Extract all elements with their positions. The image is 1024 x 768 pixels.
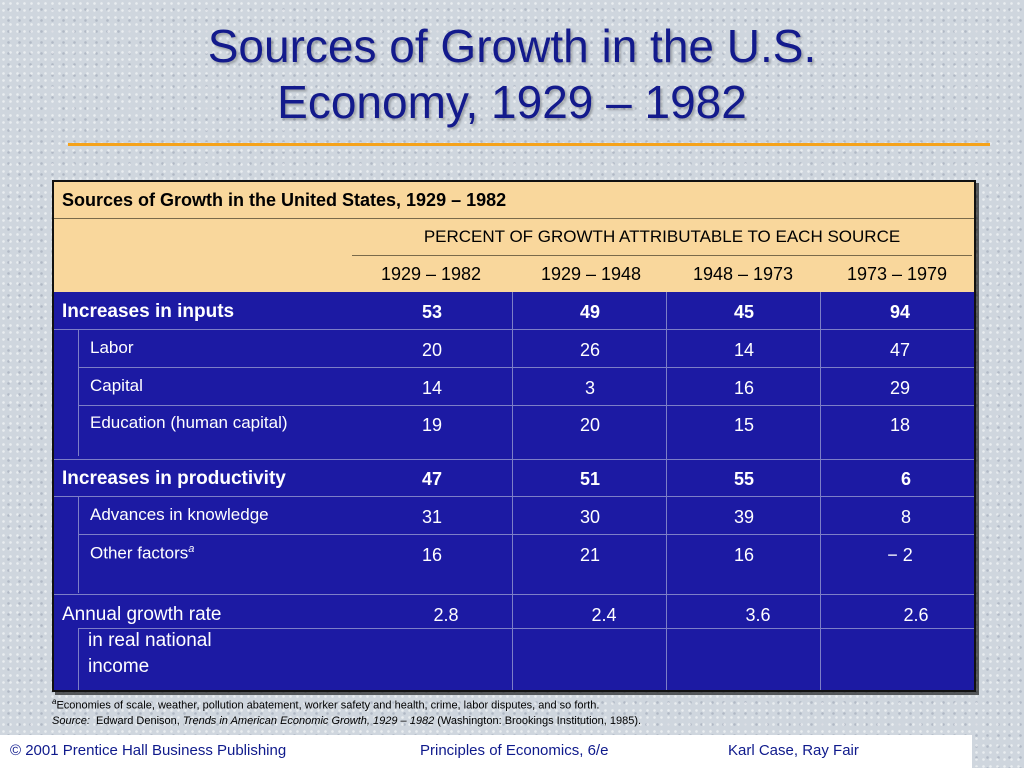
table-cell: 2.4 — [591, 605, 617, 625]
grid-line — [54, 329, 974, 330]
grid-line — [820, 292, 821, 690]
growth-table: Sources of Growth in the United States, … — [52, 180, 976, 692]
table-cell: 45 — [733, 302, 755, 322]
grid-line — [78, 534, 974, 535]
title-line-1: Sources of Growth in the U.S. — [207, 20, 817, 72]
table-cell: 49 — [579, 302, 601, 322]
footnote-mark: a — [52, 697, 57, 706]
table-cell: 94 — [889, 302, 911, 322]
table-cell: 15 — [733, 415, 755, 435]
grid-line — [54, 594, 974, 595]
table-cell: 30 — [579, 507, 601, 527]
table-body: Increases in inputs 53 49 45 94 Labor 20… — [54, 292, 974, 690]
period-header: 1948 – 1973 — [692, 264, 794, 284]
grid-line — [512, 292, 513, 690]
row-label: Capital — [90, 376, 143, 395]
row-label: Labor — [90, 338, 134, 357]
table-cell: − 2 — [887, 545, 913, 565]
table-cell: 20 — [579, 415, 601, 435]
title-line-2: Economy, 1929 – 1982 — [277, 76, 747, 128]
table-header: PERCENT OF GROWTH ATTRIBUTABLE TO EACH S… — [54, 219, 974, 292]
table-cell: 51 — [579, 469, 601, 489]
table-cell: 21 — [579, 545, 601, 565]
row-label: Annual growth rate — [62, 604, 222, 625]
grid-line — [78, 629, 79, 690]
table-cell: 18 — [889, 415, 911, 435]
table-cell: 16 — [733, 378, 755, 398]
table-cell: 6 — [900, 469, 911, 489]
slide-footer: © 2001 Prentice Hall Business Publishing… — [0, 735, 972, 768]
grid-line — [78, 405, 974, 406]
table-cell: 14 — [733, 340, 755, 360]
table-caption-text: Sources of Growth in the United States, … — [62, 190, 507, 210]
table-cell: 20 — [421, 340, 443, 360]
period-header: 1973 – 1979 — [846, 264, 948, 284]
row-label: Increases in productivity — [62, 468, 286, 489]
table-cell: 53 — [421, 302, 443, 322]
table-notes: aEconomies of scale, weather, pollution … — [52, 694, 641, 729]
table-cell: 14 — [421, 378, 443, 398]
grid-line — [78, 628, 974, 629]
footnote: aEconomies of scale, weather, pollution … — [52, 694, 641, 714]
grid-line — [666, 292, 667, 690]
row-label: Advances in knowledge — [90, 505, 269, 524]
period-header: 1929 – 1948 — [540, 264, 642, 284]
source-publisher: (Washington: Brookings Institution, 1985… — [437, 714, 642, 727]
table-cell: 16 — [733, 545, 755, 565]
table-caption: Sources of Growth in the United States, … — [54, 182, 974, 219]
table-cell: 2.8 — [433, 605, 459, 625]
table-cell: 31 — [421, 507, 443, 527]
table-cell: 55 — [733, 469, 755, 489]
table-cell: 47 — [889, 340, 911, 360]
table-cell: 39 — [733, 507, 755, 527]
table-cell: 26 — [579, 340, 601, 360]
source-title: Trends in American Economic Growth, 1929… — [182, 714, 435, 727]
row-label-line-3: income — [88, 656, 150, 677]
source-author: Edward Denison, — [96, 714, 180, 727]
row-label: Education (human capital) — [90, 413, 288, 432]
table-cell: 2.6 — [903, 605, 929, 625]
table-cell: 19 — [421, 415, 443, 435]
period-header: 1929 – 1982 — [380, 264, 482, 284]
source-note: Source: Edward Denison, Trends in Americ… — [52, 714, 641, 729]
footer-copyright: © 2001 Prentice Hall Business Publishing — [10, 742, 287, 759]
footer-book: Principles of Economics, 6/e — [420, 742, 609, 759]
slide-title: Sources of Growth in the U.S. Economy, 1… — [0, 18, 1024, 130]
table-cell: 16 — [421, 545, 443, 565]
grid-line — [54, 496, 974, 497]
table-cell: 8 — [900, 507, 911, 527]
table-cell: 3 — [584, 378, 595, 398]
title-divider — [68, 143, 990, 146]
row-label-line-2: in real national — [88, 630, 212, 651]
grid-line — [78, 496, 79, 593]
table-cell: 47 — [421, 469, 443, 489]
grid-line — [78, 367, 974, 368]
header-group-label: PERCENT OF GROWTH ATTRIBUTABLE TO EACH S… — [352, 219, 972, 256]
source-label: Source: — [52, 714, 90, 727]
row-label: Other factorsa — [90, 543, 194, 564]
row-label-text: Other factors — [90, 543, 189, 563]
table-cell: 29 — [889, 378, 911, 398]
grid-line — [78, 329, 79, 456]
grid-line — [54, 459, 974, 460]
table-cell: 3.6 — [745, 605, 771, 625]
row-label: Increases in inputs — [62, 301, 235, 322]
footer-authors: Karl Case, Ray Fair — [728, 742, 859, 759]
footnote-marker: a — [188, 543, 195, 555]
footnote-text: Economies of scale, weather, pollution a… — [56, 699, 600, 712]
